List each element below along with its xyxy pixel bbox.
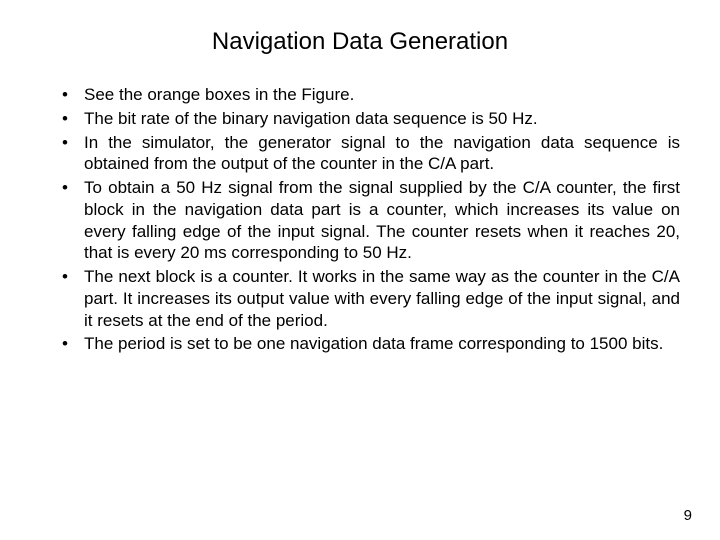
page-number: 9	[684, 507, 692, 524]
list-item: The period is set to be one navigation d…	[62, 333, 680, 355]
list-item: In the simulator, the generator signal t…	[62, 132, 680, 176]
list-item: See the orange boxes in the Figure.	[62, 84, 680, 106]
page-title: Navigation Data Generation	[40, 28, 680, 56]
list-item: The next block is a counter. It works in…	[62, 266, 680, 331]
bullet-list: See the orange boxes in the Figure. The …	[40, 84, 680, 355]
list-item: To obtain a 50 Hz signal from the signal…	[62, 177, 680, 264]
list-item: The bit rate of the binary navigation da…	[62, 108, 680, 130]
